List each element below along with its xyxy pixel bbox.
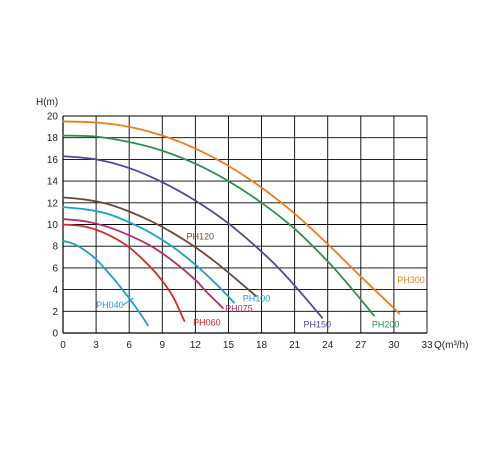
y-tick-label: 12	[47, 198, 59, 209]
series-line-ph120	[62, 196, 257, 298]
x-tick-label: 12	[190, 340, 202, 351]
series-label-ph150: PH150	[303, 320, 331, 330]
y-tick-label: 4	[52, 285, 58, 296]
y-tick-label: 14	[47, 177, 59, 188]
y-tick-label: 8	[52, 242, 58, 253]
y-tick-label: 2	[52, 307, 58, 318]
grid	[62, 115, 428, 334]
x-tick-label: 0	[60, 340, 66, 351]
x-tick-label: 9	[159, 340, 165, 351]
series-label-ph200: PH200	[372, 320, 400, 330]
series-curves	[62, 120, 401, 327]
series-line-ph060	[62, 223, 186, 322]
ph040-leader-line	[122, 297, 134, 306]
series-label-ph300: PH300	[397, 275, 425, 285]
series-line-ph100	[62, 206, 235, 304]
x-axis-label: Q(m³/h)	[434, 340, 468, 351]
series-label-ph100: PH100	[243, 294, 271, 304]
y-tick-label: 0	[52, 329, 58, 340]
x-tick-label: 15	[223, 340, 235, 351]
y-tick-label: 6	[52, 263, 58, 274]
series-label-ph075: PH075	[225, 303, 253, 313]
y-tick-label: 10	[47, 220, 59, 231]
x-tick-label: 3	[93, 340, 99, 351]
y-axis-label: H(m)	[36, 97, 58, 108]
series-label-ph120: PH120	[187, 232, 215, 242]
x-tick-label: 6	[126, 340, 132, 351]
x-tick-label: 18	[256, 340, 268, 351]
y-tick-label: 16	[47, 155, 59, 166]
series-line-ph040	[62, 239, 149, 327]
series-line-ph200	[62, 134, 375, 317]
x-tick-label: 27	[355, 340, 367, 351]
series-label-ph040: PH040	[96, 300, 124, 310]
y-tick-label: 18	[47, 133, 59, 144]
series-label-ph060: PH060	[193, 317, 221, 327]
series-line-ph150	[62, 155, 324, 319]
series-line-ph300	[62, 120, 401, 315]
series-line-ph075	[62, 218, 224, 309]
x-tick-label: 24	[322, 340, 334, 351]
x-tick-label: 33	[421, 340, 433, 351]
x-tick-label: 21	[289, 340, 301, 351]
x-tick-label: 30	[388, 340, 400, 351]
y-tick-label: 20	[47, 112, 59, 123]
